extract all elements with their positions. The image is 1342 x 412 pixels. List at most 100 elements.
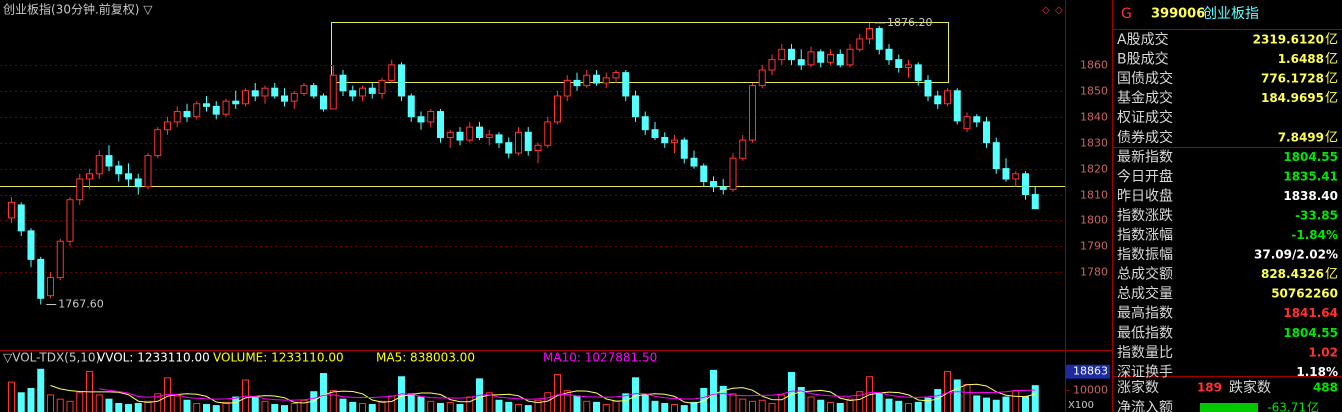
volume-bar	[173, 395, 181, 412]
candle-body	[476, 126, 483, 138]
candle-body	[310, 85, 318, 97]
volume-bar	[417, 396, 425, 412]
candle-body	[544, 121, 552, 146]
candle-body	[1031, 194, 1039, 210]
candle-body	[905, 64, 912, 68]
row-label: 最低指数	[1117, 325, 1173, 341]
candle-body	[1002, 168, 1010, 180]
volume-bar	[485, 392, 493, 412]
chart-title: 创业板指(30分钟.前复权) ▽	[3, 2, 153, 17]
row-label: 指数涨幅	[1117, 228, 1173, 244]
y-tick-label: 1800	[1080, 214, 1108, 227]
volume-bar	[95, 394, 103, 412]
volume-bar	[47, 394, 54, 412]
candle-body	[485, 134, 493, 138]
y-tick-label: 1790	[1080, 240, 1108, 253]
candle-body	[95, 155, 103, 175]
y-tick-label: 10000	[1073, 384, 1108, 397]
candle-body	[983, 121, 990, 144]
row-label: 指数量比	[1117, 345, 1173, 361]
volume-bar	[875, 393, 883, 412]
volume-bar	[144, 400, 152, 412]
candle-body	[154, 129, 162, 157]
candle-body	[456, 131, 464, 141]
candle-body	[661, 136, 669, 144]
row-value: -1.84%	[1291, 228, 1338, 242]
row-label: 权证成交	[1117, 109, 1173, 126]
candle-body	[320, 95, 327, 110]
volume-bar	[76, 392, 84, 412]
candle-body	[934, 95, 942, 105]
row-label: 最新指数	[1117, 149, 1173, 165]
candle-body	[895, 59, 903, 68]
volume-bar	[154, 393, 162, 412]
candle-body	[271, 87, 279, 97]
drawn-box	[331, 22, 949, 83]
icon[interactable]: ◇	[1055, 5, 1063, 16]
volume-bar	[836, 402, 844, 412]
volume-bar	[1012, 390, 1020, 412]
volume-bar	[534, 399, 542, 412]
candle-body	[924, 79, 932, 97]
volume-bar	[515, 404, 522, 412]
row-unit: 亿	[1325, 130, 1338, 145]
row-label: 今日开盘	[1117, 168, 1173, 185]
row-value: 776.1728	[1261, 72, 1324, 86]
candle-body	[300, 85, 308, 94]
candle-body	[466, 126, 474, 141]
volume-bar	[739, 398, 747, 412]
candle-body	[76, 178, 84, 201]
volume-bar	[895, 400, 903, 412]
volume-bar	[261, 400, 269, 412]
row-value: -33.85	[1295, 208, 1338, 222]
volume-bar	[134, 402, 142, 412]
volume-bar	[300, 399, 308, 412]
candle-body	[251, 90, 259, 97]
volume-bar	[563, 390, 571, 412]
indicator-label: MA5: 838003.00	[376, 351, 475, 365]
row-unit: 亿	[1325, 91, 1338, 106]
y-tick-label: 1840	[1080, 111, 1108, 124]
volume-bar	[700, 388, 708, 412]
volume-bar	[992, 399, 1000, 412]
candle-body	[963, 116, 971, 130]
volume-bar	[817, 399, 825, 412]
candle-body	[846, 48, 854, 66]
volume-bar	[953, 379, 961, 412]
volume-bar	[290, 402, 298, 412]
candle-body	[710, 181, 717, 188]
volume-bar	[593, 401, 600, 412]
inflow: -63.71	[1267, 401, 1306, 412]
volume-bar	[807, 396, 815, 412]
row-unit: 亿	[1325, 72, 1338, 87]
candle-body	[700, 165, 708, 183]
volume-bar	[622, 393, 630, 412]
candle-body	[86, 173, 93, 180]
volume-bar	[251, 396, 259, 412]
volume-bar	[1002, 396, 1010, 412]
candle-body	[125, 173, 132, 180]
volume-bar	[456, 404, 464, 412]
y-tick-label: 1860	[1080, 59, 1108, 72]
annotation-label: 1767.60	[58, 298, 104, 311]
volume-bar	[388, 395, 396, 412]
volume-bar	[378, 400, 386, 412]
candle-body	[203, 103, 210, 107]
volume-bar	[924, 397, 932, 412]
volume-bar	[232, 396, 240, 412]
candle-body	[56, 240, 64, 279]
candle-body	[749, 85, 756, 141]
row-value: 2319.6120	[1253, 33, 1324, 47]
icon[interactable]: ◇	[1042, 5, 1050, 16]
volume-bar	[1031, 385, 1039, 412]
candle-body	[612, 72, 620, 79]
indicator-label: MA10: 1027881.50	[543, 351, 657, 365]
candle-body	[856, 38, 864, 50]
volume-bar	[710, 369, 717, 412]
volume-bar	[66, 400, 74, 412]
volume-bar	[446, 401, 454, 412]
candle-body	[261, 87, 269, 97]
candle-body	[437, 111, 444, 138]
volume-bar	[768, 402, 776, 412]
volume-bar	[524, 405, 532, 412]
